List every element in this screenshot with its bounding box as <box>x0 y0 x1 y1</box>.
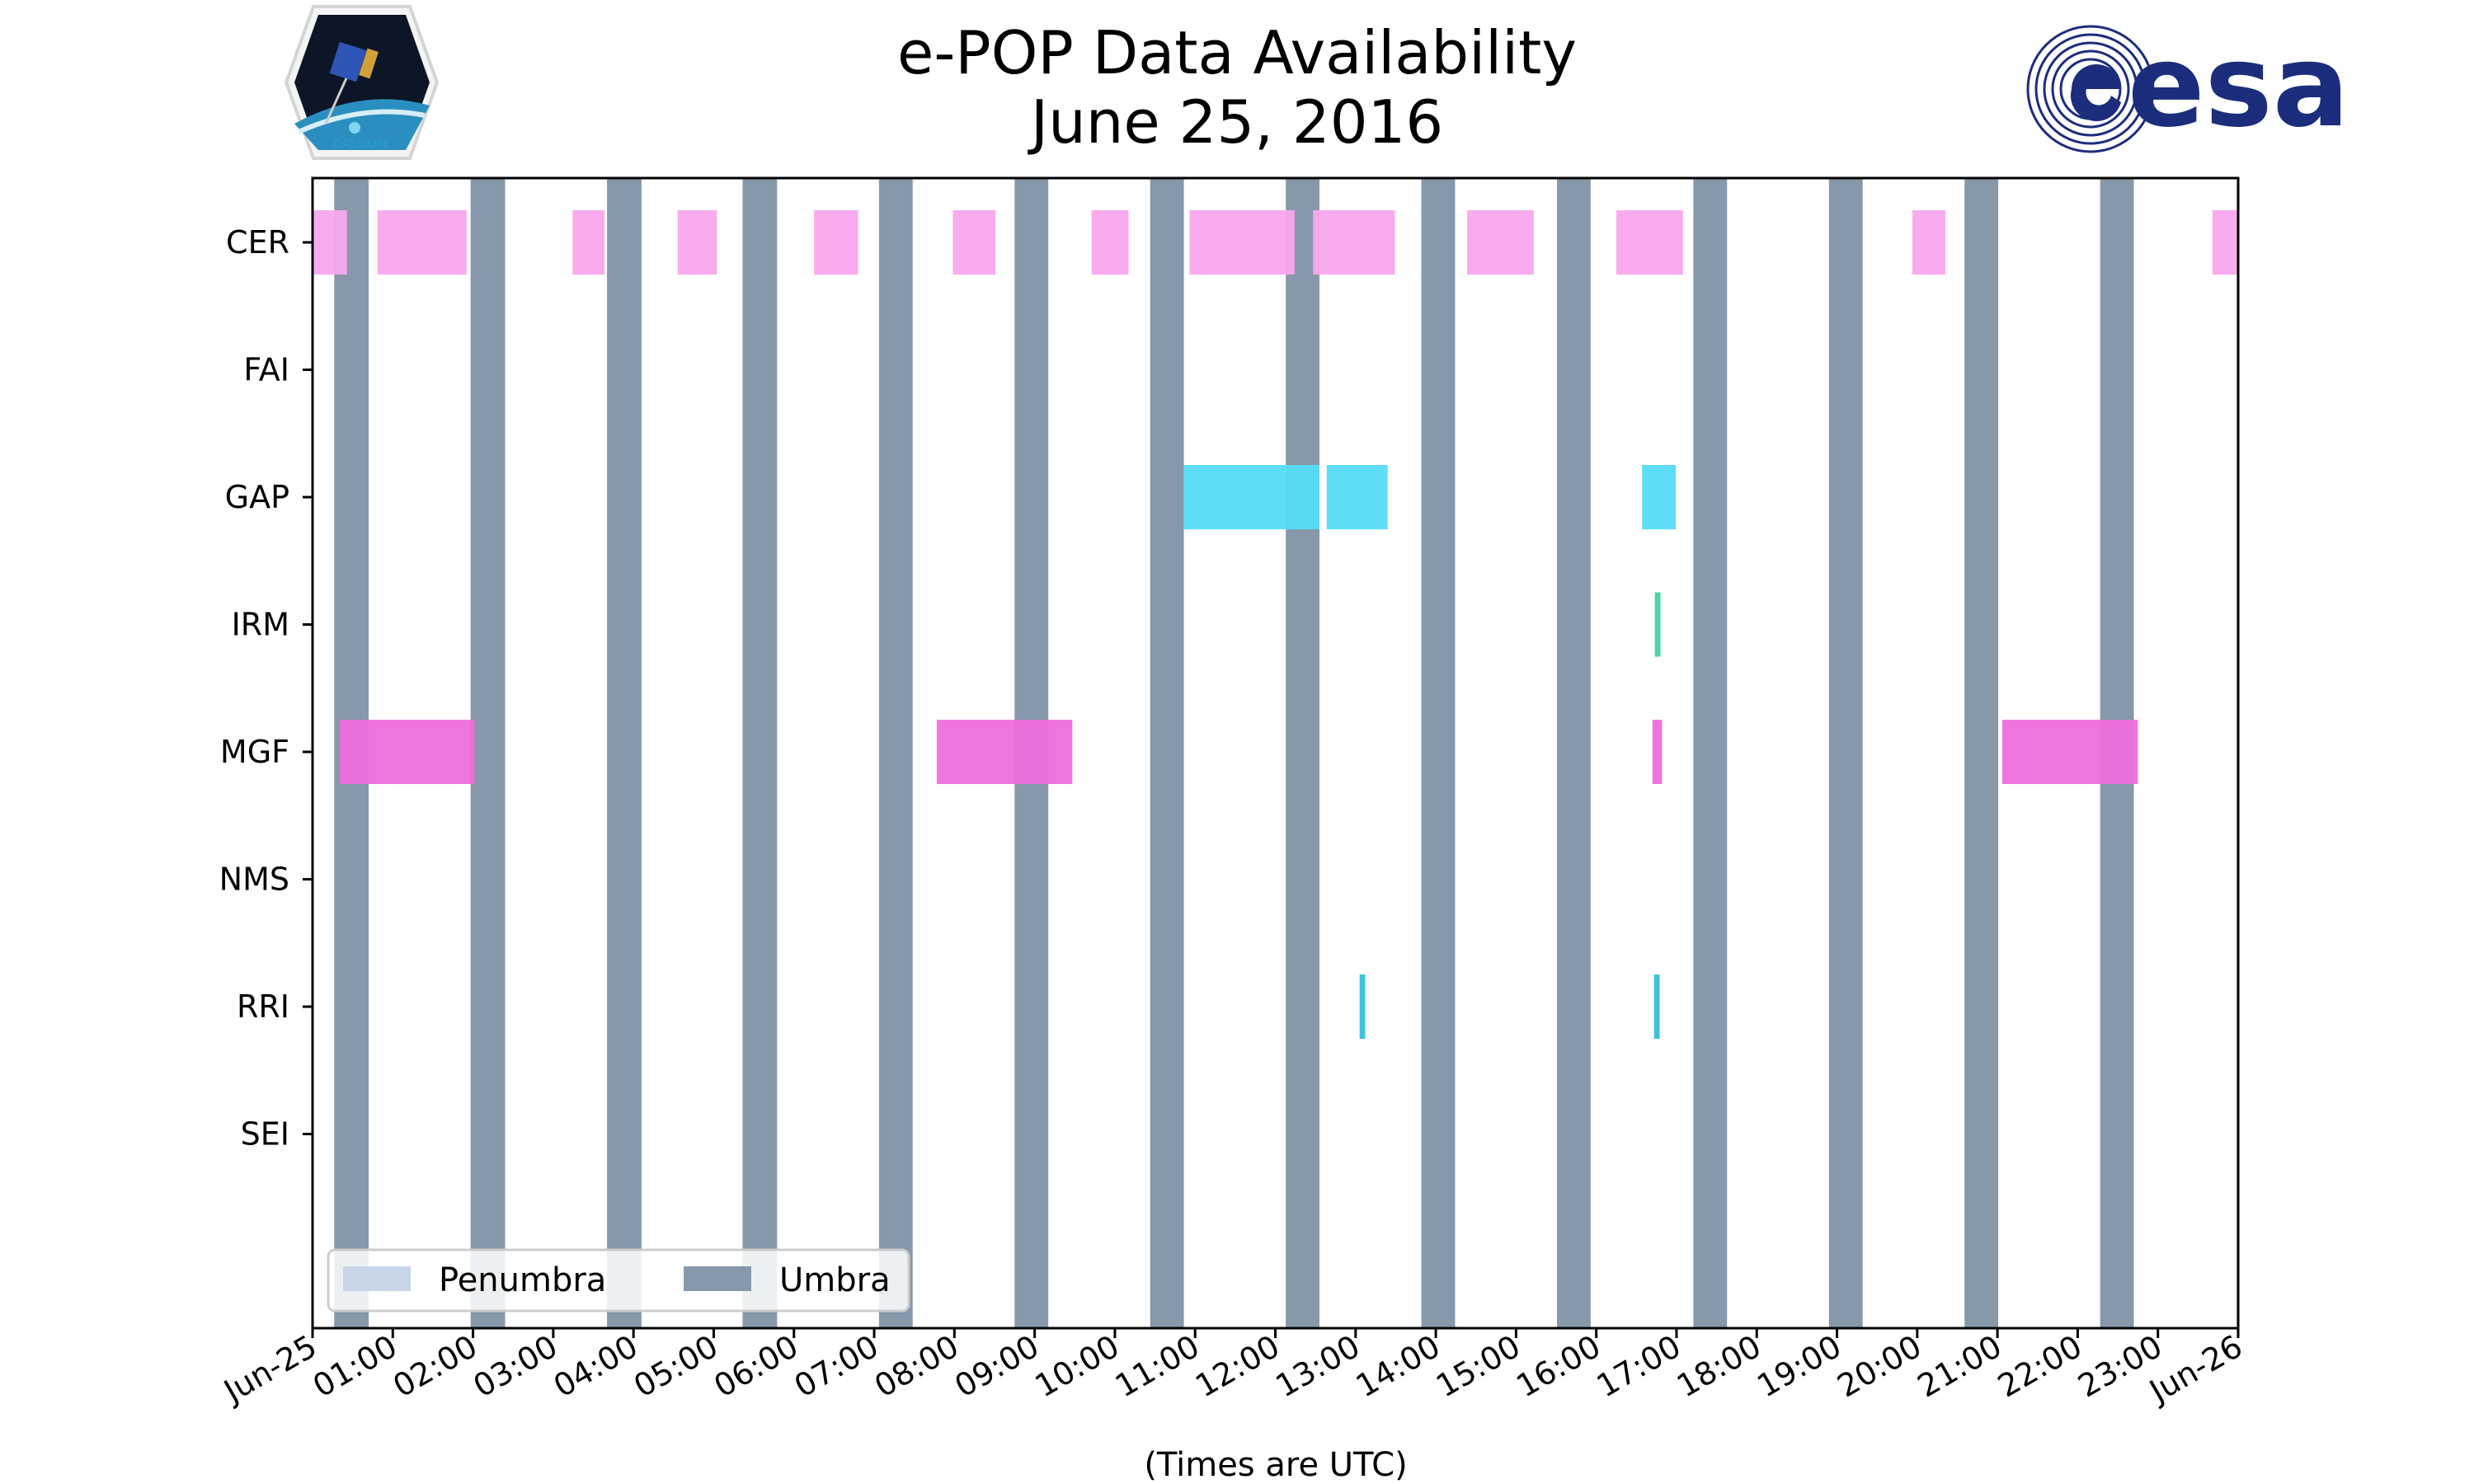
x-tick-label-15: 15:00 <box>1430 1328 1526 1405</box>
y-tick-label-rri: RRI <box>237 989 289 1025</box>
x-tick-label-10: 10:00 <box>1029 1328 1126 1405</box>
x-tick-label-9: 09:00 <box>948 1328 1045 1405</box>
x-tick-label-8: 08:00 <box>868 1328 965 1405</box>
x-tick-label-16: 16:00 <box>1510 1328 1606 1405</box>
plot-area <box>313 178 2238 1328</box>
cassiope-mission-patch-icon: CASSIOPE <box>284 5 440 160</box>
x-axis-label: (Times are UTC) <box>1144 1446 1407 1484</box>
legend-label-penumbra: Penumbra <box>439 1261 606 1299</box>
umbra-band-13 <box>1964 178 1999 1328</box>
cer-interval-1 <box>313 210 347 275</box>
x-tick-label-0: Jun-25 <box>217 1328 323 1411</box>
x-tick-label-17: 17:00 <box>1591 1328 1687 1405</box>
x-tick-label-20: 20:00 <box>1831 1328 1927 1405</box>
x-tick-label-24: Jun-26 <box>2142 1328 2249 1411</box>
cassiope-logo-text: CASSIOPE <box>333 138 391 151</box>
umbra-band-4 <box>742 178 778 1328</box>
x-tick-label-14: 14:00 <box>1350 1328 1446 1405</box>
umbra-band-11 <box>1693 178 1728 1328</box>
gap-interval-2 <box>1326 465 1388 529</box>
x-tick-label-5: 05:00 <box>628 1328 724 1405</box>
y-tick-label-sei: SEI <box>241 1116 289 1153</box>
y-tick-label-cer: CER <box>226 224 289 261</box>
x-axis: Jun-2501:0002:0003:0004:0005:0006:0007:0… <box>217 1328 2249 1411</box>
x-tick-label-1: 01:00 <box>307 1328 403 1405</box>
x-tick-label-12: 12:00 <box>1189 1328 1286 1405</box>
legend-swatch-umbra <box>684 1266 751 1291</box>
umbra-band-5 <box>878 178 913 1328</box>
y-tick-label-fai: FAI <box>243 352 289 388</box>
cer-interval-6 <box>952 210 995 275</box>
legend-label-umbra: Umbra <box>779 1261 891 1299</box>
legend: Penumbra Umbra <box>327 1248 910 1313</box>
x-tick-label-13: 13:00 <box>1269 1328 1366 1405</box>
umbra-band-8 <box>1286 178 1320 1328</box>
mgf-interval-3 <box>1652 720 1663 784</box>
umbra-band-10 <box>1556 178 1591 1328</box>
cer-interval-10 <box>1467 210 1534 275</box>
plot-background <box>313 178 2238 1328</box>
rri-interval-1 <box>1359 974 1366 1039</box>
cer-interval-12 <box>1912 210 1945 275</box>
umbra-band-9 <box>1421 178 1456 1328</box>
y-tick-label-irm: IRM <box>232 607 289 643</box>
y-tick-label-gap: GAP <box>225 479 289 515</box>
cer-interval-3 <box>572 210 605 275</box>
x-tick-label-7: 07:00 <box>788 1328 885 1405</box>
x-tick-label-19: 19:00 <box>1751 1328 1847 1405</box>
x-tick-label-11: 11:00 <box>1109 1328 1206 1405</box>
x-tick-label-3: 03:00 <box>468 1328 564 1405</box>
x-tick-label-4: 04:00 <box>548 1328 644 1405</box>
gap-interval-1 <box>1183 465 1320 529</box>
rri-interval-2 <box>1653 974 1660 1039</box>
cer-interval-5 <box>814 210 858 275</box>
mgf-interval-4 <box>2001 720 2138 784</box>
cer-interval-11 <box>1616 210 1683 275</box>
chart-title-block: e-POP Data Availability June 25, 2016 <box>0 18 2474 157</box>
x-tick-label-22: 22:00 <box>1992 1328 2088 1405</box>
legend-swatch-penumbra <box>343 1266 411 1291</box>
cer-interval-2 <box>377 210 467 275</box>
x-tick-label-18: 18:00 <box>1671 1328 1767 1405</box>
cer-interval-9 <box>1313 210 1395 275</box>
x-tick-label-6: 06:00 <box>708 1328 804 1405</box>
cer-interval-4 <box>677 210 717 275</box>
cer-interval-7 <box>1091 210 1129 275</box>
chart-title: e-POP Data Availability <box>897 18 1577 87</box>
esa-logo-text: esa <box>2128 20 2349 153</box>
mgf-interval-1 <box>340 720 475 784</box>
gap-interval-3 <box>1642 465 1676 529</box>
esa-logo-icon: esa <box>2026 20 2349 153</box>
mgf-interval-2 <box>936 720 1073 784</box>
umbra-band-12 <box>1828 178 1863 1328</box>
legend-box <box>327 1248 910 1313</box>
y-tick-label-nms: NMS <box>219 862 289 898</box>
chart-subtitle: June 25, 2016 <box>1030 87 1444 157</box>
cer-interval-8 <box>1189 210 1295 275</box>
y-tick-label-mgf: MGF <box>220 734 289 770</box>
data-intervals <box>313 210 2238 1039</box>
cer-interval-13 <box>2212 210 2238 275</box>
x-tick-label-2: 02:00 <box>387 1328 483 1405</box>
umbra-band-3 <box>607 178 642 1328</box>
x-tick-label-21: 21:00 <box>1912 1328 2008 1405</box>
irm-interval-1 <box>1654 592 1661 657</box>
umbra-band-7 <box>1150 178 1184 1328</box>
y-axis: CER FAI GAP IRM MGF NMS RRI SEI <box>219 224 313 1153</box>
umbra-band-2 <box>470 178 506 1328</box>
